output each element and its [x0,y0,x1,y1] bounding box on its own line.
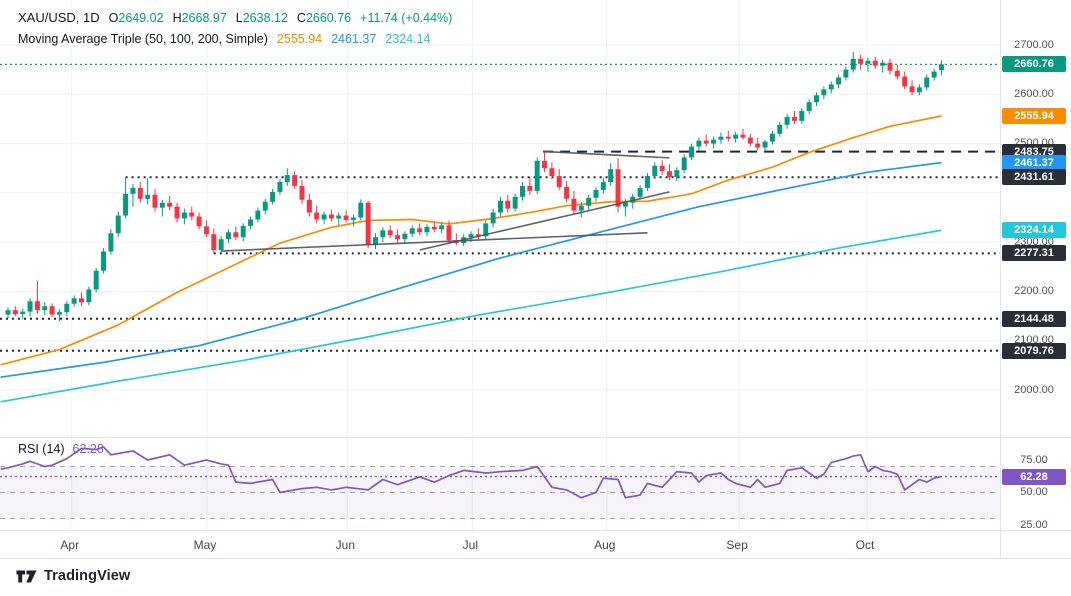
rsi-indicator-title: RSI (14) [18,442,65,456]
time-axis-label: Aug [594,538,616,552]
ma-indicator-title: Moving Average Triple (50, 100, 200, Sim… [18,32,268,46]
price-tick-label: 2000.00 [1014,383,1054,396]
main-legend: XAU/USD, 1D O2649.02 H2668.97 L2638.12 C… [18,10,452,46]
price-badge: 2660.76 [1002,56,1066,73]
price-axis[interactable]: 2700.002600.002500.002300.002200.002100.… [1001,0,1071,558]
price-badge: 2431.61 [1002,169,1066,186]
time-axis-label: May [193,538,217,552]
tradingview-icon [16,570,37,582]
rsi-tick-label: 25.00 [1020,518,1048,531]
ma200-value: 2324.14 [385,32,431,46]
ma100-value: 2461.37 [331,32,377,46]
price-tick-label: 2600.00 [1014,87,1054,100]
rsi-tick-label: 50.00 [1020,486,1048,498]
rsi-tick-label: 75.00 [1020,453,1048,466]
time-axis-label: Apr [60,538,80,552]
price-tick-label: 2700.00 [1014,38,1054,51]
price-badge: 2277.31 [1002,245,1066,262]
price-tick-label: 2300.00 [1014,235,1054,248]
ohlc-close: C2660.76 [296,11,352,25]
ohlc-low: L2638.12 [235,11,288,25]
change-value: +11.74 (+0.44%) [360,11,453,25]
rsi-badge: 62.28 [1002,468,1066,485]
price-badge: 2324.14 [1002,222,1066,239]
ohlc-open: O2649.02 [108,11,164,25]
time-axis[interactable]: Apr May Jun Jul Aug Sep Oct [0,531,1000,558]
symbol-legend-row[interactable]: XAU/USD, 1D O2649.02 H2668.97 L2638.12 C… [18,10,452,25]
time-axis-label: Jul [462,538,478,552]
ma-legend-row[interactable]: Moving Average Triple (50, 100, 200, Sim… [18,32,452,46]
rsi-legend-row[interactable]: RSI (14) 62.28 [18,442,104,456]
price-badge: 2144.48 [1002,310,1066,327]
ma50-value: 2555.94 [276,32,323,46]
price-badge: 2555.94 [1002,108,1066,124]
symbol-title[interactable]: XAU/USD, 1D [18,10,100,25]
time-axis-label: Oct [855,538,875,552]
tradingview-logo[interactable]: TradingView [16,568,130,584]
time-axis-label: Sep [726,538,748,552]
price-badge: 2461.37 [1002,154,1066,171]
rsi-value: 62.28 [72,442,104,456]
ohlc-high: H2668.97 [172,11,227,25]
price-tick-label: 2200.00 [1014,284,1054,297]
time-axis-label: Jun [335,538,356,552]
price-badge: 2079.76 [1002,342,1066,359]
tradingview-brand-text: TradingView [44,568,131,584]
